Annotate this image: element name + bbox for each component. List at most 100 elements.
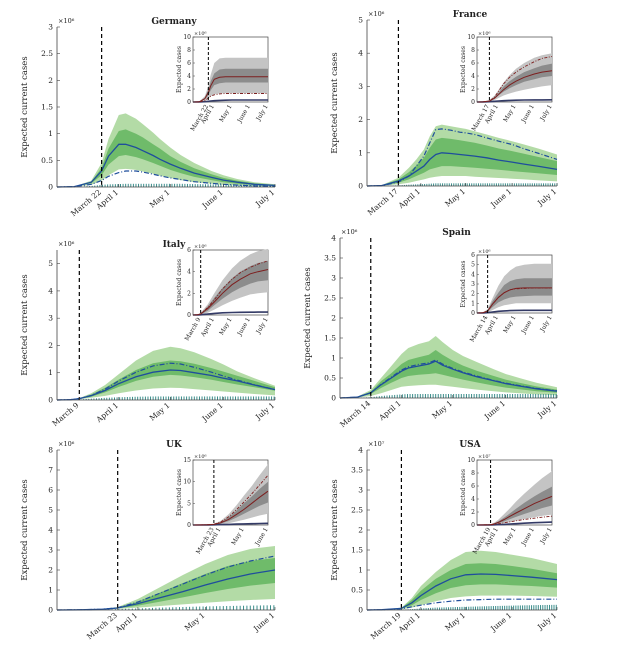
y-tick-label: 2.5 xyxy=(41,49,53,58)
inset-mean-line xyxy=(192,269,269,316)
inset-y-tick-label: 2 xyxy=(471,509,475,516)
x-tick-label: July 1 xyxy=(535,399,558,420)
x-tick-label: June 1 xyxy=(488,611,513,634)
inset-x-tick-label: May 1 xyxy=(502,315,517,335)
inset-y-tick-label: 5 xyxy=(471,262,475,269)
inset-x-tick-label: June 1 xyxy=(520,315,536,336)
confirmed-bars xyxy=(358,394,557,398)
inset-reported-line xyxy=(192,260,269,316)
inset-x-tick-label: June 1 xyxy=(520,527,536,548)
inset-x-tick-label: May 1 xyxy=(502,527,517,547)
inset-y-tick-label: 0 xyxy=(187,312,191,319)
inset-outer-band xyxy=(477,471,552,525)
y-tick-label: 2 xyxy=(48,566,53,575)
y-tick-label: 3 xyxy=(331,274,336,283)
panel-title: UK xyxy=(166,440,183,450)
inner-credible-band xyxy=(57,129,275,187)
inset-inner-band xyxy=(477,278,552,313)
x-tick-label: June 1 xyxy=(482,399,507,422)
y-tick-label: 0.5 xyxy=(41,156,53,165)
inset-confirmed-line xyxy=(192,311,268,316)
y-tick-label: 2 xyxy=(48,76,53,85)
y-tick-label: 5 xyxy=(48,259,53,268)
y-axis-label: Expected current cases xyxy=(20,274,30,375)
inset-y-tick-label: 8 xyxy=(471,47,475,54)
reported-line xyxy=(56,362,276,401)
inset-mean-line xyxy=(476,70,553,103)
inset-y-tick-label: 6 xyxy=(187,60,191,67)
x-tick-label: July 1 xyxy=(253,188,276,209)
x-tick-label: April 1 xyxy=(396,187,422,211)
outer-credible-band xyxy=(57,113,275,187)
inset-y-tick-label: 0 xyxy=(471,310,475,317)
y-tick-label: 3 xyxy=(358,486,363,495)
inset-y-tick-label: 5 xyxy=(187,500,191,507)
y-tick-label: 0 xyxy=(48,396,53,405)
inset-y-tick-label: 10 xyxy=(467,34,475,41)
x-tick-label: May 1 xyxy=(443,611,467,633)
y-tick-label: 1 xyxy=(331,354,336,363)
y-tick-label: 0.5 xyxy=(324,374,336,383)
confirmed-bars xyxy=(70,396,275,400)
inset-x-tick-label: July 1 xyxy=(255,104,270,123)
y-tick-label: 1.5 xyxy=(324,334,336,343)
y-tick-label: 0 xyxy=(48,183,53,192)
inset-x-tick-label: May 1 xyxy=(502,104,517,124)
inset-reported-line xyxy=(476,56,553,103)
x-tick-label: May 1 xyxy=(183,611,207,633)
y-tick-label: 3 xyxy=(48,314,53,323)
panel-title: Italy xyxy=(163,240,187,250)
inset-y-tick-label: 15 xyxy=(183,457,191,464)
inset-y-tick-label: 8 xyxy=(187,47,191,54)
y-tick-label: 2 xyxy=(48,341,53,350)
x-tick-label: March 9 xyxy=(50,401,80,429)
inset-x-tick-label: June 1 xyxy=(236,103,252,124)
y-tick-label: 7 xyxy=(48,466,53,475)
inset-y-tick-label: 0 xyxy=(187,99,191,106)
y-tick-label: 2.5 xyxy=(351,506,363,515)
inset-y-label: Expected cases xyxy=(460,469,467,516)
inset-x-tick-label: June 1 xyxy=(520,104,536,125)
inner-credible-band xyxy=(367,137,557,186)
inset-y-tick-label: 1 xyxy=(471,300,475,307)
y-tick-label: 0 xyxy=(331,394,336,403)
inset-y-tick-label: 3 xyxy=(471,281,475,288)
y-tick-label: 3 xyxy=(48,23,53,32)
inset-y-tick-label: 4 xyxy=(471,496,475,503)
y-tick-label: 1.5 xyxy=(351,546,363,555)
inner-credible-band xyxy=(340,350,557,398)
y-multiplier: ×10⁶ xyxy=(341,228,358,236)
y-tick-label: 3.5 xyxy=(351,466,363,475)
inset-multiplier: ×10⁶ xyxy=(478,249,491,255)
inset-y-tick-label: 4 xyxy=(187,269,191,276)
inset-y-tick-label: 2 xyxy=(187,290,191,297)
inset-multiplier: ×10⁶ xyxy=(194,31,207,37)
y-tick-label: 2.5 xyxy=(324,294,336,303)
inset-y-label: Expected cases xyxy=(460,46,467,93)
confirmed-bars xyxy=(94,605,275,610)
y-tick-label: 1 xyxy=(48,586,53,595)
x-tick-label: April 1 xyxy=(94,401,120,425)
mean-line xyxy=(56,569,276,611)
x-tick-label: April 1 xyxy=(377,399,403,423)
inset-y-tick-label: 0 xyxy=(471,522,475,529)
y-tick-label: 1 xyxy=(358,148,363,157)
inset-x-tick-label: May 1 xyxy=(218,104,233,124)
y-multiplier: ×10⁶ xyxy=(368,10,385,18)
inset-inner-band xyxy=(477,486,552,525)
panel-spain: 0 0.5 1 1.5 2 2.5 3 3.5 4 ×10⁶ March 14 April 1 May … xyxy=(303,228,558,429)
inner-credible-band xyxy=(57,558,275,610)
inset-multiplier: ×10⁶ xyxy=(194,454,207,460)
x-tick-label: July 1 xyxy=(535,187,558,208)
y-tick-label: 1.5 xyxy=(41,103,53,112)
y-axis-label: Expected current cases xyxy=(330,479,340,580)
panel-title: Spain xyxy=(442,228,471,238)
inset-inner-band xyxy=(193,481,268,525)
